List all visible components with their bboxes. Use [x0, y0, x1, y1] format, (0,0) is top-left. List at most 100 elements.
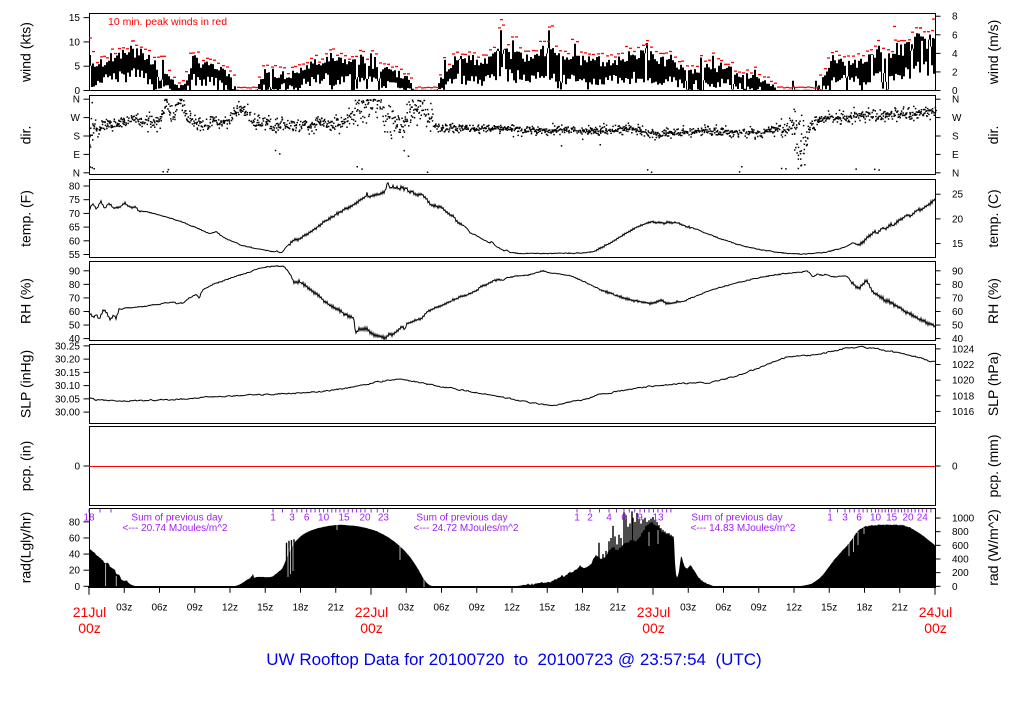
- svg-text:55: 55: [69, 250, 81, 261]
- svg-text:20: 20: [69, 566, 81, 577]
- svg-text:wind (kts): wind (kts): [18, 22, 34, 83]
- svg-text:70: 70: [69, 293, 81, 304]
- svg-text:UW Rooftop Data for 20100720: UW Rooftop Data for 20100720 to 20100723…: [266, 650, 761, 669]
- svg-text:Sum of previous day: Sum of previous day: [131, 513, 222, 524]
- svg-text:40: 40: [69, 550, 81, 561]
- svg-text:S: S: [73, 132, 80, 143]
- svg-text:temp. (F): temp. (F): [18, 190, 34, 247]
- svg-text:temp. (C): temp. (C): [985, 189, 1001, 247]
- svg-text:03z: 03z: [680, 603, 696, 614]
- svg-text:00z: 00z: [360, 620, 383, 636]
- svg-text:15: 15: [338, 513, 350, 524]
- svg-text:6: 6: [856, 513, 862, 524]
- svg-text:09z: 09z: [751, 603, 767, 614]
- svg-text:30.05: 30.05: [55, 394, 80, 405]
- svg-text:E: E: [952, 150, 959, 161]
- svg-text:50: 50: [69, 321, 81, 332]
- svg-text:N: N: [73, 168, 80, 179]
- svg-text:30.00: 30.00: [55, 408, 80, 419]
- svg-text:400: 400: [952, 555, 969, 566]
- svg-text:1000: 1000: [952, 514, 975, 525]
- svg-text:12z: 12z: [222, 603, 238, 614]
- svg-text:65: 65: [69, 223, 81, 234]
- svg-text:0: 0: [952, 582, 958, 593]
- svg-text:75: 75: [69, 195, 81, 206]
- svg-text:18z: 18z: [574, 603, 590, 614]
- svg-text:30.25: 30.25: [55, 341, 80, 352]
- svg-text:15z: 15z: [257, 603, 273, 614]
- svg-text:600: 600: [952, 541, 969, 552]
- svg-text:09z: 09z: [187, 603, 203, 614]
- svg-text:3: 3: [842, 513, 848, 524]
- svg-text:E: E: [73, 150, 80, 161]
- svg-text:1020: 1020: [952, 376, 975, 387]
- svg-text:SLP (inHg): SLP (inHg): [18, 350, 34, 418]
- svg-text:60: 60: [69, 534, 81, 545]
- svg-text:24: 24: [917, 513, 929, 524]
- svg-text:23: 23: [378, 513, 390, 524]
- svg-text:23Jul: 23Jul: [637, 604, 670, 620]
- svg-text:1016: 1016: [952, 407, 975, 418]
- svg-text:RH (%): RH (%): [18, 278, 34, 324]
- svg-text:rad(Lgly/hr): rad(Lgly/hr): [18, 512, 34, 584]
- svg-text:<--- 24.72 MJoules/m^2: <--- 24.72 MJoules/m^2: [413, 523, 518, 534]
- svg-text:80: 80: [69, 280, 81, 291]
- svg-text:09z: 09z: [469, 603, 485, 614]
- svg-text:60: 60: [69, 236, 81, 247]
- svg-text:0: 0: [74, 86, 80, 97]
- svg-text:60: 60: [952, 307, 964, 318]
- svg-text:1: 1: [574, 513, 580, 524]
- svg-text:15: 15: [69, 13, 81, 24]
- svg-text:25: 25: [952, 190, 964, 201]
- svg-text:8: 8: [952, 12, 958, 23]
- svg-text:dir.: dir.: [18, 126, 34, 145]
- svg-text:70: 70: [69, 209, 81, 220]
- svg-text:21z: 21z: [610, 603, 626, 614]
- svg-text:20: 20: [952, 214, 964, 225]
- svg-text:N: N: [73, 95, 80, 106]
- svg-text:2: 2: [952, 67, 958, 78]
- svg-text:12z: 12z: [504, 603, 520, 614]
- svg-text:18z: 18z: [856, 603, 872, 614]
- svg-text:06z: 06z: [151, 603, 167, 614]
- svg-text:06z: 06z: [433, 603, 449, 614]
- svg-text:00z: 00z: [924, 620, 947, 636]
- svg-text:30.15: 30.15: [55, 368, 80, 379]
- svg-text:18z: 18z: [292, 603, 308, 614]
- svg-text:13: 13: [652, 513, 664, 524]
- svg-text:800: 800: [952, 527, 969, 538]
- svg-text:<--- 20.74 MJoules/m^2: <--- 20.74 MJoules/m^2: [122, 523, 227, 534]
- svg-text:6: 6: [304, 513, 310, 524]
- svg-text:dir.: dir.: [985, 126, 1001, 145]
- svg-text:90: 90: [952, 266, 964, 277]
- svg-text:70: 70: [952, 293, 964, 304]
- svg-text:4: 4: [952, 49, 958, 60]
- svg-text:00z: 00z: [642, 620, 665, 636]
- svg-text:9: 9: [637, 513, 643, 524]
- svg-text:1: 1: [827, 513, 833, 524]
- svg-text:SLP (hPa): SLP (hPa): [985, 352, 1001, 416]
- svg-text:10: 10: [69, 37, 81, 48]
- svg-text:12z: 12z: [786, 603, 802, 614]
- svg-text:21z: 21z: [328, 603, 344, 614]
- svg-text:1024: 1024: [952, 344, 975, 355]
- svg-text:0: 0: [952, 462, 958, 473]
- svg-text:10: 10: [318, 513, 330, 524]
- svg-text:1018: 1018: [952, 391, 975, 402]
- svg-text:10: 10: [870, 513, 882, 524]
- svg-text:40: 40: [952, 334, 964, 345]
- svg-text:20: 20: [902, 513, 914, 524]
- svg-text:4: 4: [606, 513, 612, 524]
- svg-text:2: 2: [587, 513, 593, 524]
- svg-text:<--- 14.83 MJoules/m^2: <--- 14.83 MJoules/m^2: [690, 523, 795, 534]
- svg-text:40: 40: [69, 334, 81, 345]
- svg-text:21z: 21z: [892, 603, 908, 614]
- svg-text:3: 3: [289, 513, 295, 524]
- svg-text:N: N: [952, 95, 959, 106]
- svg-text:S: S: [952, 132, 959, 143]
- svg-text:0: 0: [74, 462, 80, 473]
- svg-text:80: 80: [69, 182, 81, 193]
- svg-text:Sum of previous day: Sum of previous day: [416, 513, 507, 524]
- svg-text:200: 200: [952, 568, 969, 579]
- svg-text:15z: 15z: [539, 603, 555, 614]
